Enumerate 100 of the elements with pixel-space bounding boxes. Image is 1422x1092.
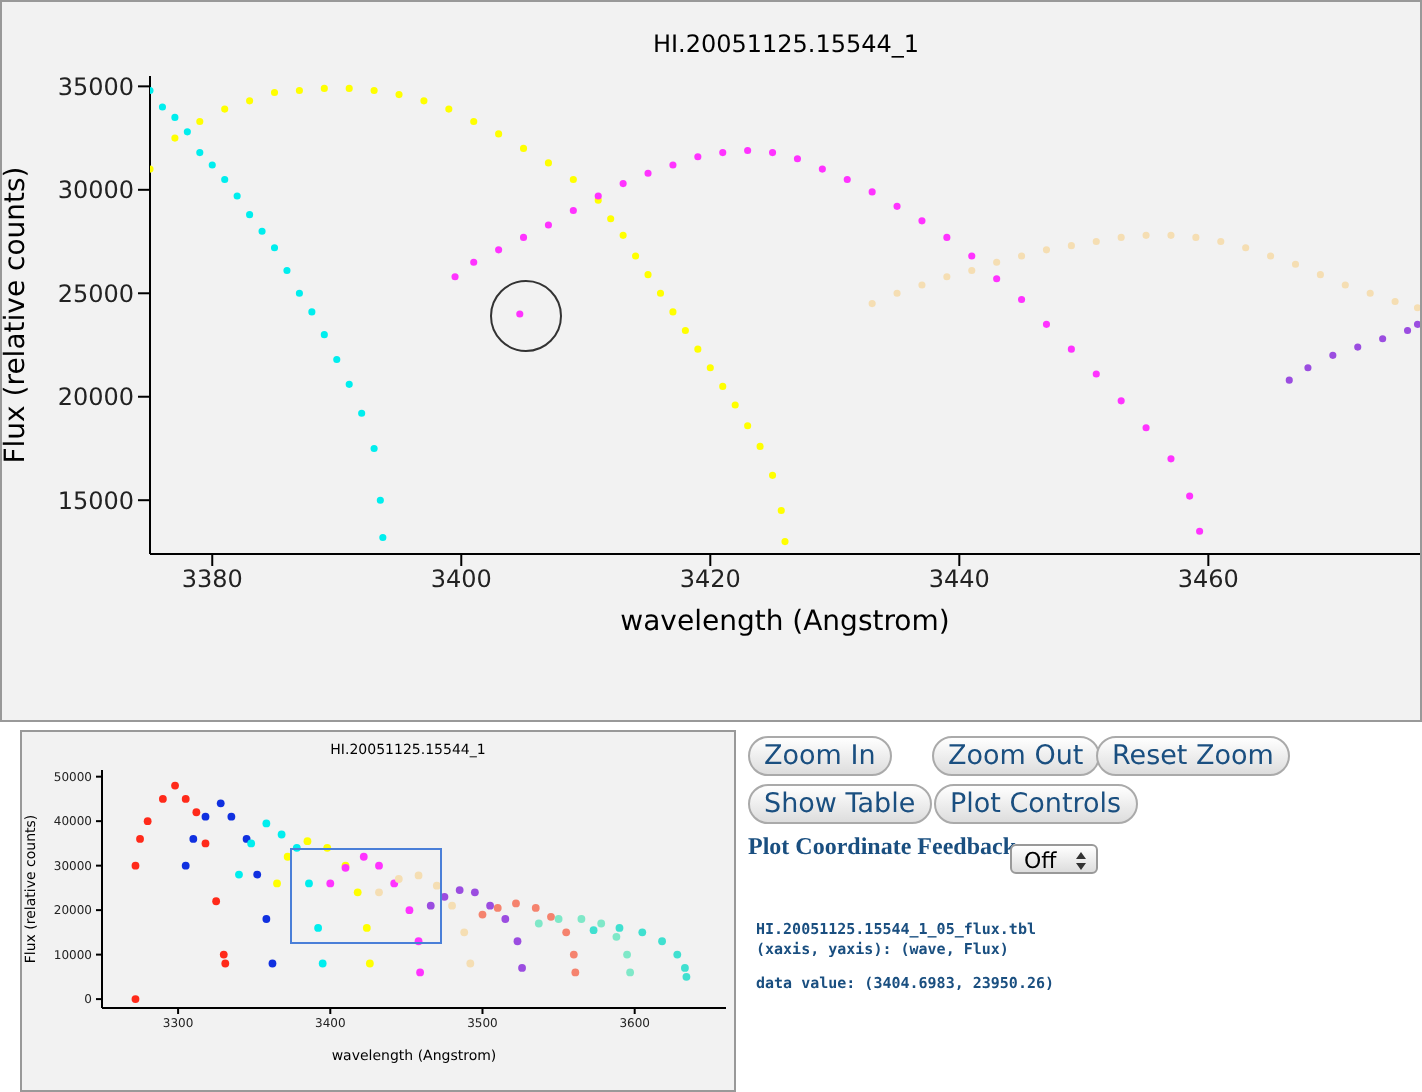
point [619, 180, 627, 188]
point [420, 97, 428, 105]
point [171, 781, 179, 790]
point [569, 175, 577, 184]
point [273, 879, 281, 888]
point [694, 153, 702, 161]
point [1391, 297, 1399, 306]
point [597, 919, 606, 928]
text: Plot Controls [934, 784, 1138, 824]
point [183, 128, 191, 136]
point [495, 246, 503, 254]
point [370, 86, 378, 95]
point [208, 161, 216, 169]
point [1186, 492, 1194, 500]
point [681, 326, 689, 335]
y-tick-label: 35000 [57, 72, 134, 101]
point [644, 169, 652, 177]
point [395, 91, 403, 99]
point [1142, 424, 1150, 432]
point [544, 221, 552, 229]
point [968, 266, 976, 275]
point [171, 113, 179, 121]
point [345, 380, 353, 388]
point [768, 471, 777, 479]
point [432, 881, 441, 890]
point [181, 861, 190, 870]
point [868, 300, 876, 308]
point [1267, 252, 1275, 260]
point [569, 950, 578, 959]
point [534, 919, 543, 928]
chart-title: HI.20051125.15544_1 [650, 30, 922, 58]
point [414, 871, 423, 880]
point [470, 258, 478, 266]
point [365, 959, 374, 968]
point [318, 959, 327, 968]
point [171, 134, 179, 142]
point [189, 835, 198, 843]
point [375, 888, 383, 897]
point [390, 879, 399, 888]
point [253, 870, 262, 879]
point [1304, 364, 1312, 372]
point [478, 910, 487, 919]
point [519, 144, 528, 152]
point [192, 808, 201, 817]
point [405, 906, 414, 915]
y-tick-label: 25000 [57, 279, 134, 308]
point [270, 244, 279, 252]
point [445, 105, 453, 113]
point [1117, 397, 1125, 405]
point [305, 879, 313, 888]
point [1117, 233, 1125, 241]
point [519, 233, 528, 241]
point [270, 88, 279, 97]
point [644, 271, 652, 279]
point [379, 533, 387, 542]
point [246, 211, 254, 219]
point [358, 409, 366, 417]
y-tick-label: 20000 [57, 383, 134, 412]
point [993, 258, 1001, 266]
point [143, 817, 152, 826]
point [607, 215, 615, 223]
point [1067, 345, 1075, 353]
point [868, 188, 876, 196]
point [466, 959, 475, 968]
point [1018, 252, 1026, 260]
point [968, 252, 976, 260]
point [268, 959, 277, 968]
point [1092, 237, 1100, 246]
x-tick-label: 3380 [181, 565, 243, 594]
point [333, 355, 341, 364]
point [455, 886, 464, 895]
point [196, 117, 204, 126]
point [777, 506, 785, 515]
point [1285, 376, 1293, 384]
point [681, 964, 689, 972]
point [731, 401, 739, 409]
point [221, 105, 229, 113]
x-tick-label: 3420 [679, 565, 741, 594]
point [181, 795, 190, 803]
point [612, 932, 621, 941]
point [1142, 231, 1150, 239]
point [448, 901, 456, 910]
point [320, 331, 328, 339]
point [353, 888, 362, 897]
point [470, 888, 479, 897]
point [512, 899, 520, 908]
text: Zoom In [748, 736, 892, 776]
point [843, 175, 851, 184]
point [669, 308, 677, 316]
point [308, 308, 316, 316]
y-tick-label: 30000 [57, 176, 134, 205]
point [131, 995, 140, 1003]
point [623, 950, 631, 959]
point [283, 266, 291, 275]
text: Plot Coordinate Feedback [748, 832, 1016, 862]
point [619, 231, 627, 239]
point [943, 273, 951, 281]
point [1341, 281, 1349, 289]
point [719, 149, 727, 157]
point [744, 422, 752, 430]
